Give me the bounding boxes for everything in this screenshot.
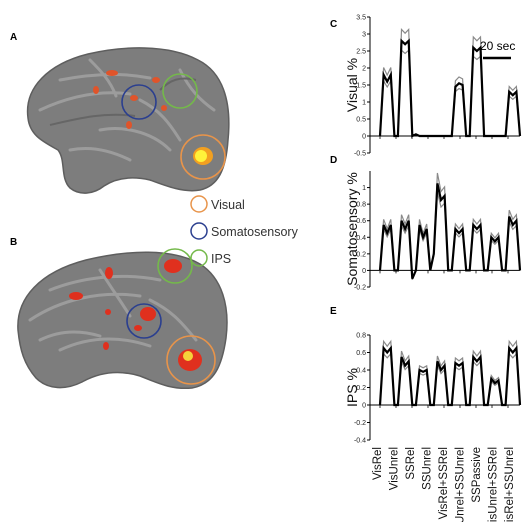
y-tick-label: -0.2	[354, 285, 366, 292]
condition-label: SSPassive	[471, 447, 483, 503]
brain-image-b	[17, 248, 228, 390]
legend-marker-somatosensory	[190, 222, 208, 240]
y-tick-label: 1	[362, 185, 366, 192]
condition-label: VisRel+SSUnrel	[504, 447, 516, 522]
mean-line	[378, 38, 522, 138]
condition-label: VisUnrel	[389, 447, 401, 490]
mean-line	[378, 183, 522, 280]
condition-label: VisUnrel+SSUnrel	[455, 447, 467, 522]
y-tick-label: 1	[362, 100, 366, 107]
legend: Visual Somatosensory IPS	[190, 195, 299, 267]
legend-marker-ips	[190, 249, 208, 267]
brain-image-a	[26, 47, 230, 194]
legend-label-ips: IPS	[211, 252, 231, 266]
condition-label: VisUnrel+SSRel	[488, 447, 500, 522]
y-tick-label: 0.2	[356, 251, 366, 258]
y-tick-label: 0	[362, 403, 366, 410]
condition-label: SSRel	[405, 447, 417, 480]
y-tick-label: 0.4	[356, 235, 366, 242]
y-tick-label: 3.5	[356, 15, 366, 22]
panel-label-d: D	[330, 155, 337, 166]
legend-label-somatosensory: Somatosensory	[211, 225, 299, 239]
scale-bar-label: 20 sec	[480, 39, 515, 53]
condition-label: SSUnrel	[422, 447, 434, 490]
y-tick-label: 0.6	[356, 218, 366, 225]
y-axis-label: Somatosensory %	[344, 172, 360, 286]
panel-label-b: B	[10, 237, 17, 248]
y-tick-label: 3	[362, 32, 366, 39]
chart-ips: -0.4 -0.2 0 0.2 0.4 0.6 0.8 IPS %	[344, 333, 522, 445]
condition-label: VisRel+SSRel	[438, 447, 450, 519]
panel-label-a: A	[10, 32, 17, 43]
mean-line	[378, 345, 522, 407]
y-tick-label: -0.4	[354, 438, 366, 445]
y-axis-label: Visual %	[344, 58, 360, 112]
y-tick-label: 0.6	[356, 350, 366, 357]
y-tick-label: 0.8	[356, 333, 366, 340]
y-tick-label: 0.5	[356, 117, 366, 124]
legend-marker-visual	[190, 195, 208, 213]
y-tick-label: 0.2	[356, 385, 366, 392]
y-tick-label: 0.4	[356, 368, 366, 375]
condition-labels: VisRel VisUnrel SSRel SSUnrel VisRel+SSRel Vi…	[372, 447, 516, 522]
condition-label: VisRel	[372, 447, 384, 480]
y-tick-label: 0	[362, 268, 366, 275]
y-tick-label: 2.5	[356, 49, 366, 56]
chart-visual: -0.5 0 0.5 1 1.5 2 2.5 3 3.5 Visual %	[344, 15, 522, 158]
y-axis-label: IPS %	[344, 368, 360, 407]
panel-label-e: E	[330, 306, 337, 317]
y-tick-label: 0	[362, 134, 366, 141]
y-tick-label: 2	[362, 66, 366, 73]
panel-label-c: C	[330, 19, 337, 30]
y-tick-label: -0.5	[354, 151, 366, 158]
y-tick-label: 1.5	[356, 83, 366, 90]
legend-label-visual: Visual	[211, 198, 245, 212]
y-tick-label: 0.8	[356, 202, 366, 209]
y-tick-label: -0.2	[354, 420, 366, 427]
